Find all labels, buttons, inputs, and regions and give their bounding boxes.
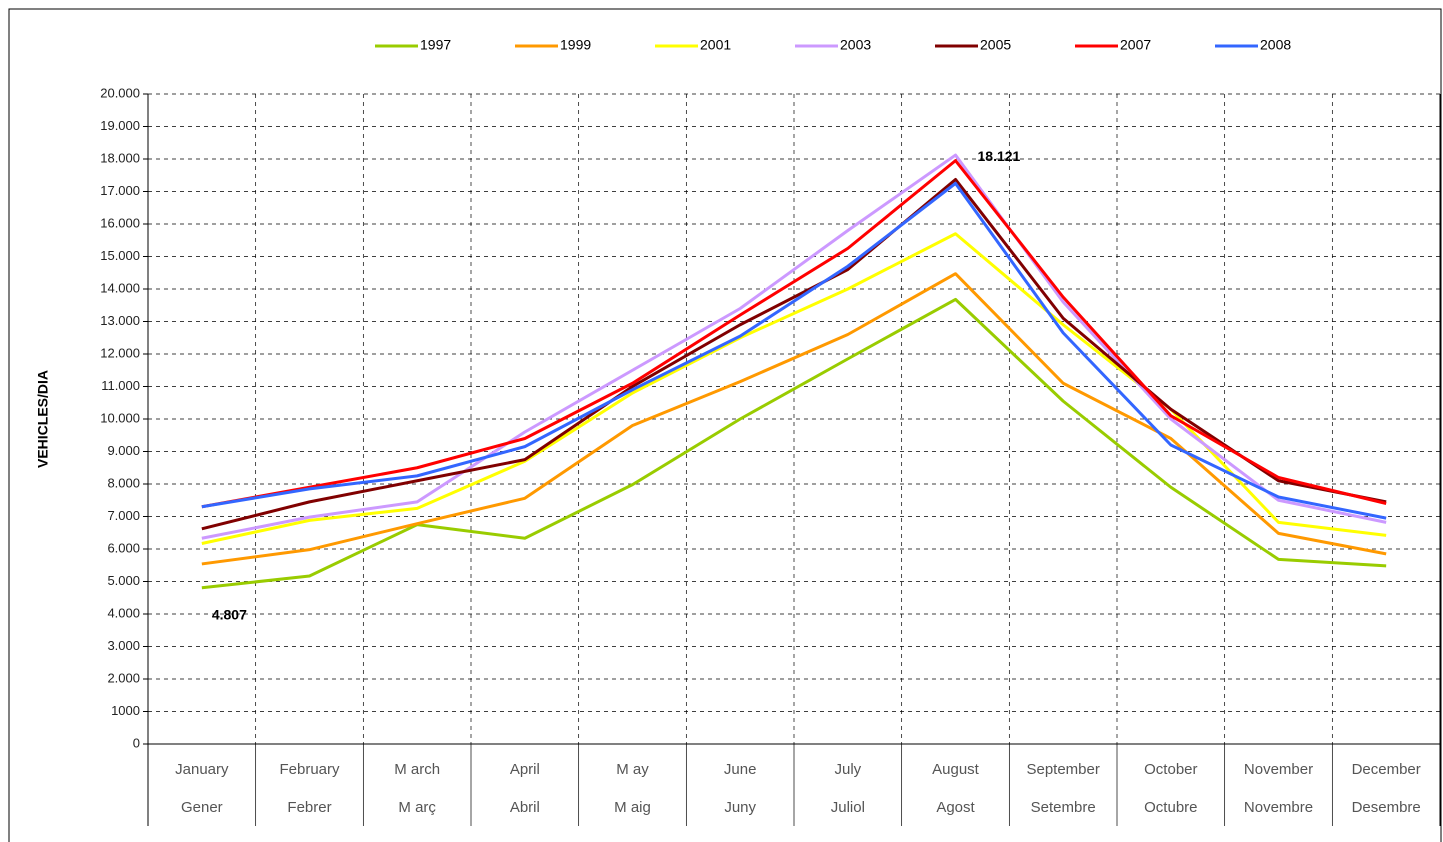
legend-label: 2007	[1120, 37, 1151, 53]
legend-label: 1999	[560, 37, 591, 53]
y-tick-label: 19.000	[100, 118, 140, 133]
series-line	[201, 181, 1387, 520]
y-tick-label: 1000	[111, 703, 140, 718]
series-line	[201, 177, 1387, 531]
x-tick-label-catalan: Abril	[510, 799, 540, 816]
x-tick-label: April	[510, 761, 540, 778]
x-tick-label: January	[175, 761, 229, 778]
legend-label: 2005	[980, 37, 1011, 53]
x-tick-label-catalan: M arç	[398, 799, 436, 816]
x-tick-label-catalan: Gener	[181, 799, 223, 816]
legend-label: 1997	[420, 37, 451, 53]
x-tick-label-catalan: Agost	[936, 799, 975, 816]
x-tick-label: M ay	[616, 761, 649, 778]
x-tick-label: June	[724, 761, 757, 778]
x-tick-label-catalan: Juny	[724, 799, 756, 816]
y-tick-label: 5.000	[107, 573, 140, 588]
series-line	[201, 232, 1387, 545]
y-tick-label: 13.000	[100, 313, 140, 328]
x-tick-label-catalan: Setembre	[1031, 799, 1096, 816]
data-label: 4.807	[212, 606, 247, 622]
y-tick-label: 15.000	[100, 248, 140, 263]
legend-label: 2001	[700, 37, 731, 53]
y-tick-label: 0	[133, 735, 140, 750]
legend-label: 2003	[840, 37, 871, 53]
x-tick-label-catalan: Desembre	[1352, 799, 1421, 816]
chart-frame	[8, 8, 1442, 842]
x-tick-label: July	[834, 761, 861, 778]
x-tick-label-catalan: Febrer	[287, 799, 331, 816]
x-tick-label: October	[1144, 761, 1197, 778]
x-tick-label-catalan: M aig	[614, 799, 651, 816]
series-line	[201, 153, 1387, 540]
x-tick-label-catalan: Novembre	[1244, 799, 1313, 816]
x-tick-label-catalan: Octubre	[1144, 799, 1197, 816]
x-tick-label: February	[279, 761, 340, 778]
x-tick-label-catalan: Juliol	[831, 799, 865, 816]
series-line	[201, 297, 1387, 590]
y-tick-label: 10.000	[100, 410, 140, 425]
legend-label: 2008	[1260, 37, 1291, 53]
y-tick-label: 6.000	[107, 540, 140, 555]
y-tick-label: 7.000	[107, 508, 140, 523]
y-tick-label: 18.000	[100, 150, 140, 165]
y-tick-label: 20.000	[100, 85, 140, 100]
x-tick-label: August	[932, 761, 980, 778]
y-tick-label: 9.000	[107, 443, 140, 458]
y-tick-label: 8.000	[107, 475, 140, 490]
y-tick-label: 2.000	[107, 670, 140, 685]
x-tick-label: September	[1026, 761, 1099, 778]
x-tick-label: November	[1244, 761, 1313, 778]
y-tick-label: 11.000	[101, 378, 140, 393]
series-line	[201, 159, 1387, 509]
y-tick-label: 12.000	[100, 345, 140, 360]
y-tick-label: 14.000	[100, 280, 140, 295]
y-tick-label: 17.000	[100, 183, 140, 198]
x-tick-label: December	[1352, 761, 1421, 778]
y-axis-title: VEHICLES/DIA	[35, 370, 51, 468]
y-tick-label: 16.000	[100, 215, 140, 230]
y-tick-label: 3.000	[107, 638, 140, 653]
x-tick-label: M arch	[394, 761, 440, 778]
data-label: 18.121	[978, 148, 1021, 164]
y-tick-label: 4.000	[107, 605, 140, 620]
